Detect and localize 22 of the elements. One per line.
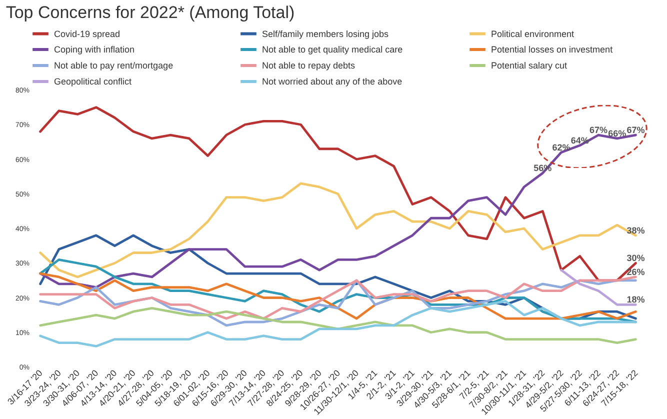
data-label: 26% bbox=[626, 266, 645, 277]
legend-label: Not able to repay debts bbox=[262, 60, 356, 70]
line-series bbox=[39, 306, 637, 344]
legend-label: Coping with inflation bbox=[54, 44, 135, 54]
legend-label: Not able to pay rent/mortgage bbox=[54, 60, 174, 70]
legend-label: Not worried about any of the above bbox=[262, 76, 402, 86]
data-label: 67% bbox=[589, 125, 608, 136]
chart-title: Top Concerns for 2022* (Among Total) bbox=[6, 3, 295, 22]
data-label: 18% bbox=[626, 294, 645, 305]
legend-label: Geopolitical conflict bbox=[54, 76, 132, 86]
legend-label: Self/family members losing jobs bbox=[262, 28, 390, 39]
data-label: 66% bbox=[608, 128, 626, 138]
data-label: 62% bbox=[552, 142, 570, 152]
legend-label: Political environment bbox=[491, 28, 575, 39]
legend-label: Potential losses on investment bbox=[491, 44, 614, 54]
data-label: 67% bbox=[626, 125, 645, 136]
data-label: 30% bbox=[626, 253, 645, 264]
legend-label: Covid-19 spread bbox=[54, 28, 120, 39]
legend-label: Potential salary cut bbox=[491, 60, 568, 70]
data-label: 38% bbox=[626, 225, 645, 236]
data-label: 64% bbox=[570, 135, 589, 146]
legend-label: Not able to get quality medical care bbox=[262, 44, 403, 54]
